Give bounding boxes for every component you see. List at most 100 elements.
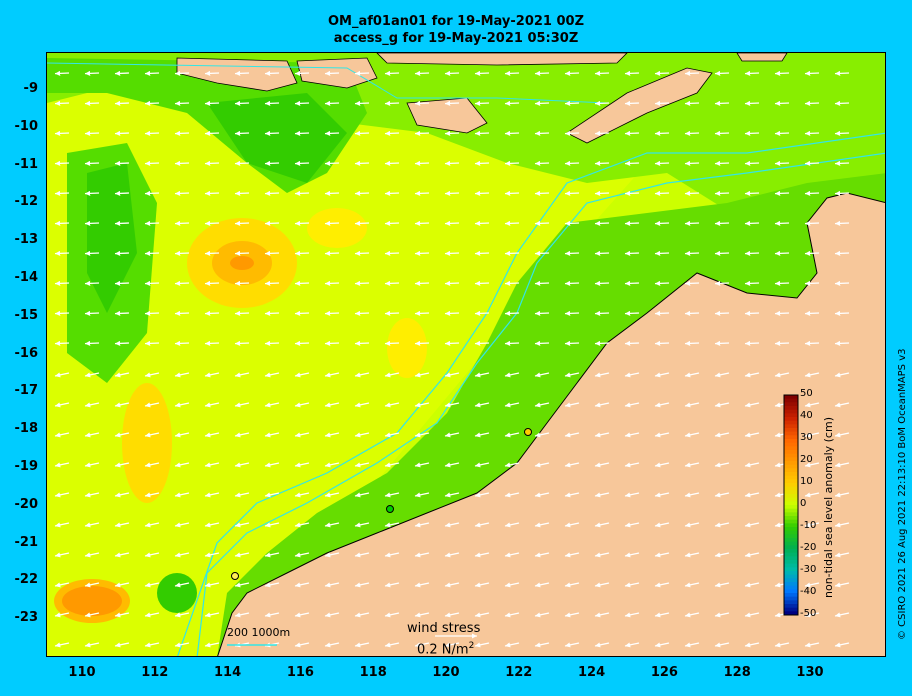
wind-arrow [84, 612, 100, 618]
wind-arrow [594, 70, 610, 76]
wind-arrow [264, 552, 280, 558]
wind-arrow [804, 372, 820, 378]
wind-arrow [684, 100, 700, 106]
wind-arrow [294, 612, 310, 618]
wind-arrow [744, 402, 760, 408]
wind-arrow [354, 522, 370, 528]
latitude-tick-label: -12 [14, 194, 39, 210]
wind-arrow [114, 612, 130, 618]
wind-arrow [264, 582, 280, 588]
wind-arrow [264, 160, 280, 166]
wind-arrow [804, 220, 820, 226]
wind-arrow [714, 462, 730, 468]
wind-arrow [624, 190, 640, 196]
wind-arrow [354, 402, 370, 408]
wind-arrow [744, 160, 760, 166]
wind-arrow [174, 372, 190, 378]
wind-arrow [804, 70, 820, 76]
wind-arrow [384, 280, 400, 286]
wind-arrow [594, 220, 610, 226]
wind-arrow [684, 642, 700, 648]
latitude-tick-label: -13 [14, 232, 39, 248]
wind-arrow [174, 310, 190, 316]
wind-arrow [414, 462, 430, 468]
wind-arrow [444, 160, 460, 166]
wind-arrow [654, 552, 670, 558]
wind-arrow [504, 280, 520, 286]
wind-arrow [624, 402, 640, 408]
wind-arrow [234, 612, 250, 618]
wind-arrow [174, 402, 190, 408]
wind-arrow [414, 160, 430, 166]
wind-arrow [294, 220, 310, 226]
wind-arrow [384, 402, 400, 408]
station-marker[interactable] [386, 505, 394, 513]
wind-arrow [324, 582, 340, 588]
wind-arrow [174, 492, 190, 498]
wind-arrow [594, 280, 610, 286]
wind-arrow [714, 70, 730, 76]
wind-arrow [324, 250, 340, 256]
longitude-tick-label: 124 [578, 665, 606, 680]
wind-arrow [564, 340, 580, 346]
wind-arrow [504, 492, 520, 498]
wind-arrow [264, 220, 280, 226]
wind-arrow [534, 372, 550, 378]
wind-arrow [354, 100, 370, 106]
wind-arrow [834, 280, 850, 286]
wind-arrow [144, 372, 160, 378]
wind-arrow [684, 462, 700, 468]
wind-arrow [804, 250, 820, 256]
colorbar [783, 394, 799, 616]
wind-arrow [324, 432, 340, 438]
wind-arrow [594, 310, 610, 316]
wind-arrow [504, 130, 520, 136]
station-marker[interactable] [524, 428, 532, 436]
wind-arrow [564, 552, 580, 558]
wind-arrow [834, 522, 850, 528]
wind-arrow [84, 492, 100, 498]
wind-arrow [834, 160, 850, 166]
wind-arrow [354, 642, 370, 648]
wind-arrow [714, 522, 730, 528]
wind-arrow [234, 492, 250, 498]
wind-arrow [624, 310, 640, 316]
wind-arrow [114, 130, 130, 136]
wind-arrow [414, 340, 430, 346]
wind-arrow [114, 340, 130, 346]
wind-arrow [324, 340, 340, 346]
wind-arrow [834, 190, 850, 196]
wind-arrow [504, 612, 520, 618]
wind-arrow [834, 250, 850, 256]
wind-arrow [474, 130, 490, 136]
wind-arrow [54, 220, 70, 226]
wind-arrow [624, 100, 640, 106]
wind-arrow [174, 250, 190, 256]
wind-arrow [804, 340, 820, 346]
wind-arrow [84, 522, 100, 528]
wind-arrow [744, 250, 760, 256]
wind-arrow [774, 100, 790, 106]
wind-arrow [624, 522, 640, 528]
wind-arrow [114, 70, 130, 76]
wind-arrow [204, 100, 220, 106]
wind-arrow [84, 372, 100, 378]
wind-arrow [204, 340, 220, 346]
wind-arrow [594, 612, 610, 618]
wind-arrow [444, 70, 460, 76]
wind-arrow [504, 100, 520, 106]
wind-arrow [414, 250, 430, 256]
wind-arrow [414, 130, 430, 136]
station-marker[interactable] [231, 572, 239, 580]
wind-arrow [294, 642, 310, 648]
wind-arrow [774, 70, 790, 76]
wind-arrow [684, 522, 700, 528]
wind-arrow [714, 310, 730, 316]
wind-arrow [534, 250, 550, 256]
wind-arrow [384, 100, 400, 106]
wind-arrow [714, 250, 730, 256]
wind-arrow [324, 280, 340, 286]
latitude-tick-label: -21 [14, 534, 39, 550]
wind-arrow [264, 402, 280, 408]
wind-arrow [84, 432, 100, 438]
